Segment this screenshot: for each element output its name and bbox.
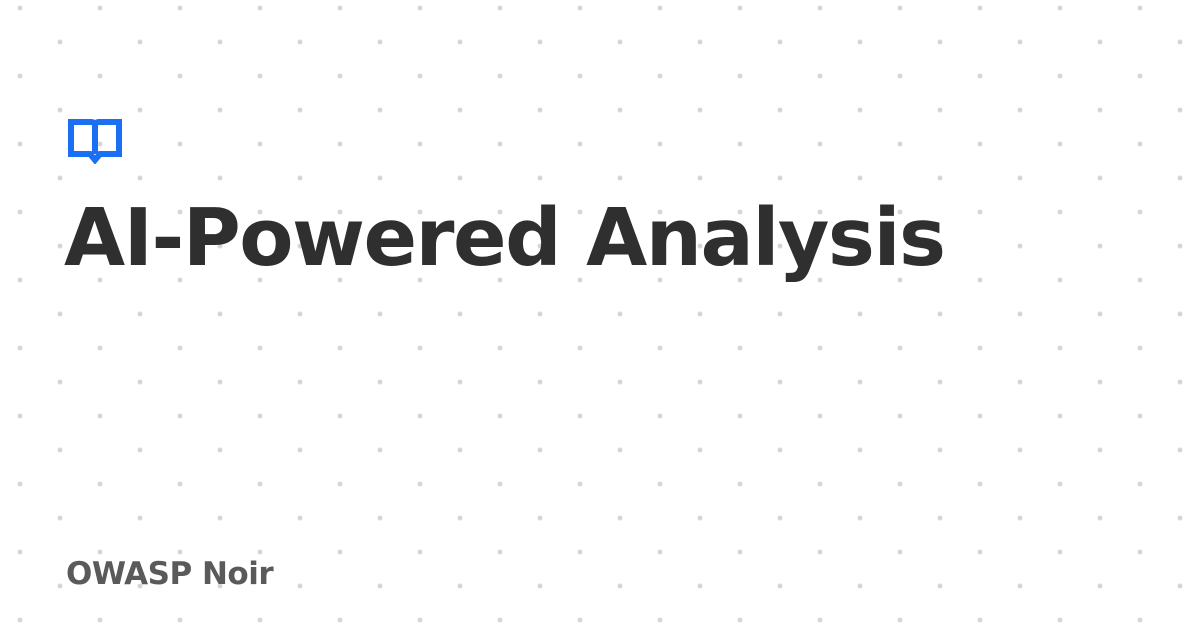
site-name: OWASP Noir [66, 556, 274, 592]
page-title: AI-Powered Analysis [64, 192, 946, 284]
book-open-icon [67, 118, 123, 164]
